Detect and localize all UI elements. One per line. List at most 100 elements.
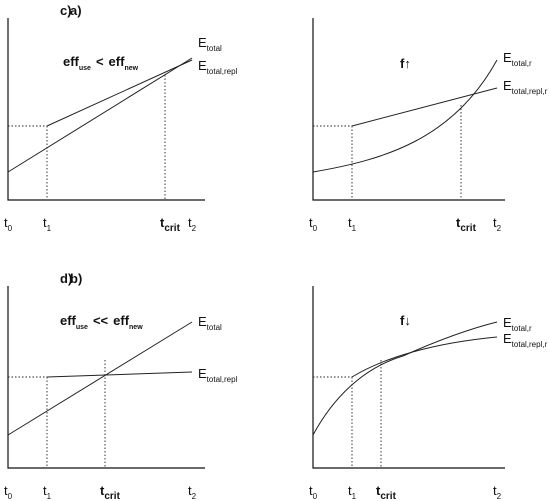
text-part: t: [43, 215, 47, 230]
subscript: 1: [47, 224, 52, 233]
text-part: t: [100, 483, 105, 498]
curve-label: Etotal,repl: [198, 366, 238, 384]
axis: [7, 286, 205, 469]
text-part: t: [188, 483, 192, 498]
tick-label: t0: [309, 215, 318, 233]
tick-label: t1: [348, 483, 357, 501]
tick-label: t0: [309, 483, 318, 501]
subscript: use: [79, 65, 91, 72]
curve-label: Etotal,repl: [198, 58, 238, 76]
text-part: t: [348, 215, 352, 230]
annotation: f↑: [400, 56, 411, 71]
text-part: c): [60, 3, 72, 18]
tick-label: t2: [493, 483, 502, 501]
curve: [46, 59, 193, 127]
tick-label-crit: tcrit: [376, 483, 397, 501]
tick-label: t0: [4, 483, 13, 501]
text-part: eff: [109, 54, 126, 69]
subscript: 2: [192, 224, 197, 233]
subscript: crit: [460, 223, 476, 234]
tick-label: t1: [43, 215, 52, 233]
curve-label: Etotal: [198, 314, 222, 332]
text-part: E: [503, 331, 512, 346]
text-part: E: [503, 78, 512, 93]
subscript: new: [124, 65, 138, 72]
text-part: E: [503, 50, 512, 65]
subscript: total,r: [512, 324, 532, 333]
tick-label: t2: [188, 483, 197, 501]
curve: [351, 336, 498, 378]
text-part: f↓: [400, 313, 411, 328]
subscript: crit: [164, 223, 180, 234]
subscript: total,repl: [207, 375, 238, 384]
panel-label: b): [70, 271, 82, 286]
annotation: effuse < effnew: [63, 54, 139, 72]
subscript: use: [76, 324, 88, 331]
subscript: 2: [497, 492, 502, 501]
curve: [46, 371, 193, 378]
axis: [312, 18, 505, 201]
curve-label: Etotal,r: [503, 50, 532, 68]
subscript: 1: [352, 224, 357, 233]
tick-label: t1: [348, 215, 357, 233]
axis: [312, 286, 505, 469]
subscript: total: [207, 44, 222, 53]
text-part: eff: [63, 54, 80, 69]
text-part: t: [309, 215, 313, 230]
subscript: 1: [47, 492, 52, 501]
curve: [351, 87, 498, 127]
panel-label: d): [60, 271, 72, 286]
annotation: f↓: [400, 313, 411, 328]
tick-label: t0: [4, 215, 13, 233]
text-part: eff: [60, 313, 77, 328]
curve: [312, 59, 498, 173]
tick-label-crit: tcrit: [160, 215, 181, 234]
curve-label: Etotal,repl,r: [503, 331, 548, 349]
text-part: t: [4, 483, 8, 498]
tick-label-crit: tcrit: [456, 215, 477, 234]
text-part: t: [493, 483, 497, 498]
text-part: E: [198, 58, 207, 73]
tick-label-crit: tcrit: [100, 483, 121, 501]
panel-label: a): [70, 3, 82, 18]
tick-label: t2: [188, 215, 197, 233]
text-part: <: [96, 54, 104, 69]
text-part: t: [493, 215, 497, 230]
text-part: t: [456, 215, 461, 230]
subscript: crit: [104, 491, 120, 501]
curve: [7, 57, 193, 173]
text-part: t: [188, 215, 192, 230]
subscript: total,repl: [207, 67, 238, 76]
subscript: total,repl,r: [512, 87, 548, 96]
text-part: t: [309, 483, 313, 498]
curve-label: Etotal: [198, 35, 222, 53]
curve: [7, 321, 193, 436]
text-part: eff: [113, 313, 130, 328]
subscript: total,repl,r: [512, 340, 548, 349]
text-part: t: [160, 215, 165, 230]
text-part: <<: [93, 313, 109, 328]
text-part: t: [4, 215, 8, 230]
text-part: E: [198, 314, 207, 329]
subscript: 2: [192, 492, 197, 501]
subscript: total,r: [512, 59, 532, 68]
text-part: E: [198, 366, 207, 381]
annotation: effuse << effnew: [60, 313, 143, 331]
text-part: b): [70, 271, 82, 286]
text-part: t: [43, 483, 47, 498]
text-part: t: [348, 483, 352, 498]
curve: [312, 321, 498, 436]
subscript: 0: [8, 224, 13, 233]
text-part: t: [376, 483, 381, 498]
subscript: 0: [8, 492, 13, 501]
tick-label: t1: [43, 483, 52, 501]
text-part: f↑: [400, 56, 411, 71]
text-part: a): [70, 3, 82, 18]
curve-label: Etotal,r: [503, 315, 532, 333]
subscript: 0: [313, 492, 318, 501]
subscript: 2: [497, 224, 502, 233]
text-part: E: [198, 35, 207, 50]
panel-label: c): [60, 3, 72, 18]
curve-label: Etotal,repl,r: [503, 78, 548, 96]
